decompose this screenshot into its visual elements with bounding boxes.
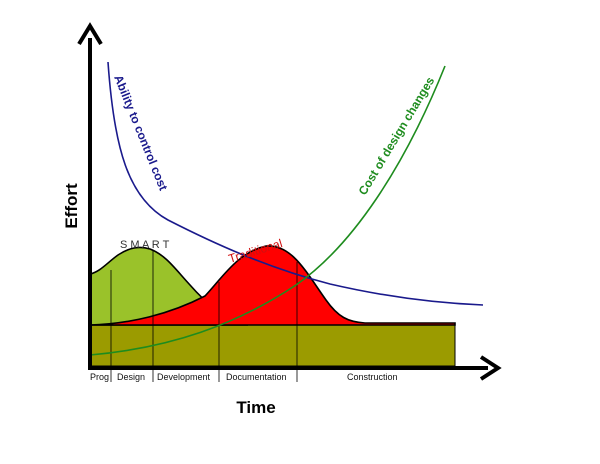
phase-dividers — [110, 250, 298, 382]
phase-label-prog: Prog — [90, 372, 109, 382]
phase-label-design: Design — [117, 372, 145, 382]
ability-curve-label: Ability to control cost — [111, 73, 170, 193]
cost-of-design-changes-curve — [89, 65, 446, 356]
x-axis-arrowhead — [479, 355, 502, 381]
x-axis-title: Time — [236, 398, 275, 417]
cost-curve-label: Cost of design changes — [356, 74, 438, 198]
baseline-effort-area — [89, 324, 456, 367]
phase-label-construction: Construction — [347, 372, 398, 382]
smart-curve-label: S M A R T — [120, 239, 170, 251]
traditional-curve-area — [89, 245, 456, 326]
phase-label-development: Development — [157, 372, 211, 382]
y-axis-title: Effort — [62, 183, 81, 229]
x-axis — [88, 355, 502, 381]
ability-to-control-cost-curve — [107, 61, 484, 306]
y-axis-arrowhead — [77, 22, 103, 46]
phase-label-documentation: Documentation — [226, 372, 287, 382]
y-axis — [77, 22, 103, 368]
